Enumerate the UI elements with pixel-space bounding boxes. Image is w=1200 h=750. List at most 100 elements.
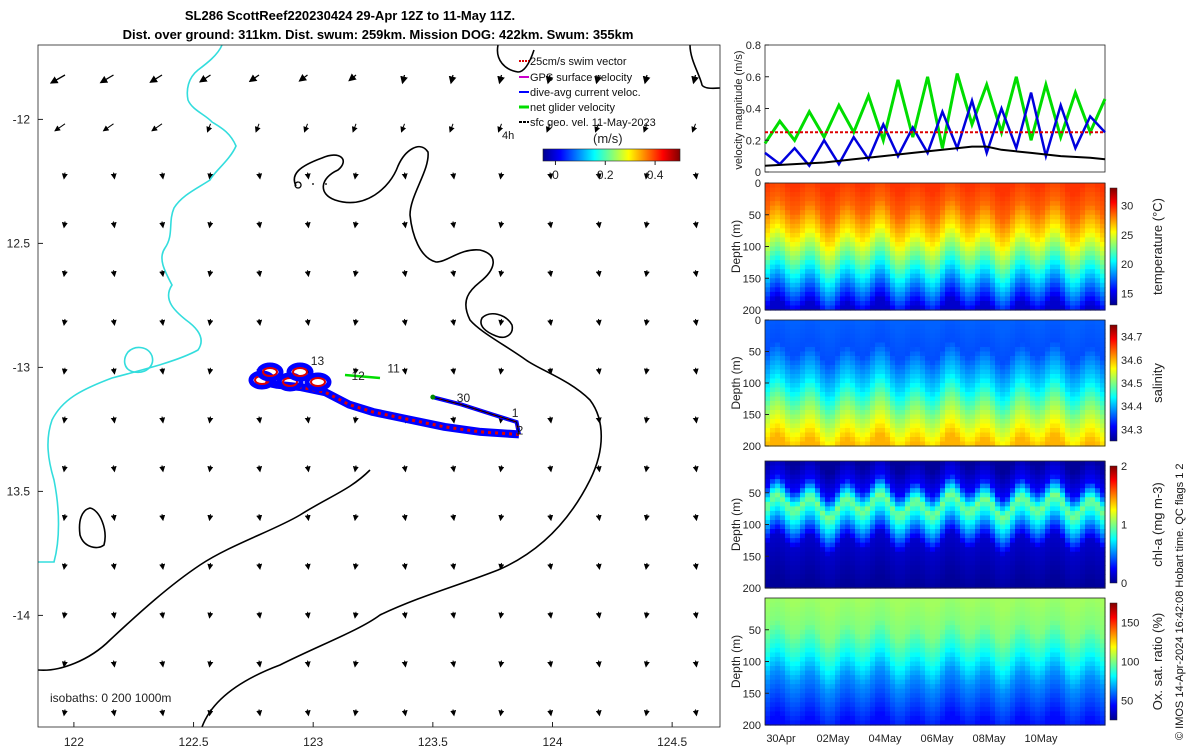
section-cell (1035, 392, 1041, 398)
section-cell (940, 255, 946, 261)
section-cell (1035, 374, 1041, 380)
section-cell (1050, 378, 1056, 384)
section-colorbar (1109, 324, 1118, 442)
section-cell (845, 196, 851, 202)
section-cell (940, 365, 946, 371)
section-cell (815, 551, 821, 557)
section-cell (790, 228, 796, 234)
section-cell (985, 347, 991, 353)
section-cell (940, 329, 946, 335)
section-cell (840, 192, 846, 198)
section-cell (900, 560, 906, 566)
section-cell (805, 246, 811, 252)
section-cell (985, 383, 991, 389)
section-cell (1070, 300, 1076, 307)
section-cell (910, 441, 916, 447)
section-cell (895, 569, 901, 575)
section-cell (990, 410, 996, 416)
section-cell (905, 492, 911, 498)
section-cell (945, 237, 951, 243)
section-cell (1025, 305, 1031, 311)
section-cell (1040, 338, 1046, 344)
section-cell (845, 300, 851, 307)
section-cell (815, 501, 821, 507)
legend-gps-label: GPS surface velocity (530, 72, 633, 84)
section-cell (995, 414, 1001, 420)
section-cell (950, 246, 956, 252)
section-cell (1090, 305, 1096, 311)
section-cell (955, 282, 961, 288)
section-cell (865, 374, 871, 380)
section-cell (795, 300, 801, 307)
section-cell (830, 237, 836, 243)
section-cell (910, 196, 916, 202)
section-cell (1035, 201, 1041, 207)
section-cell (945, 300, 951, 307)
section-cell (970, 347, 976, 353)
section-cell (925, 214, 931, 220)
section-cell (815, 269, 821, 275)
section-cell (960, 387, 966, 393)
section-cell (915, 497, 921, 503)
section-cell (900, 542, 906, 548)
velocity-arrow (692, 611, 699, 619)
section-cell (995, 396, 1001, 402)
section-cell (940, 287, 946, 293)
section-cell (865, 423, 871, 429)
section-cell (1050, 251, 1056, 257)
section-cell (840, 246, 846, 252)
section-cell (850, 410, 856, 416)
section-cell (805, 329, 811, 335)
section-cell (890, 291, 896, 297)
section-cell (1020, 333, 1026, 339)
section-cell (765, 296, 771, 302)
section-cell (840, 374, 846, 380)
section-cell (945, 378, 951, 384)
section-cell (830, 342, 836, 348)
section-cell (825, 565, 831, 571)
section-cell (855, 347, 861, 353)
section-cell (975, 187, 981, 193)
section-cell (825, 378, 831, 384)
section-cell (890, 320, 896, 326)
section-cell (950, 269, 956, 275)
section-cell (1005, 401, 1011, 407)
section-cell (810, 342, 816, 348)
section-cell (800, 529, 806, 535)
section-cell (910, 278, 916, 284)
section-cell (910, 524, 916, 530)
section-cell (895, 441, 901, 447)
section-cell (860, 569, 866, 575)
section-cell (1075, 219, 1081, 225)
section-cell (1050, 365, 1056, 371)
section-cell (1040, 228, 1046, 234)
section-cell (1045, 392, 1051, 398)
section-cell (825, 291, 831, 297)
section-cell (965, 241, 971, 248)
section-cell (795, 547, 801, 553)
section-cell (985, 342, 991, 348)
section-cell (895, 232, 901, 239)
velocity-arrow (304, 172, 311, 180)
section-cell (875, 305, 881, 311)
section-cell (805, 374, 811, 380)
section-cell (780, 551, 786, 557)
section-cell (1055, 251, 1061, 257)
section-cell (990, 347, 996, 353)
section-cell (820, 479, 826, 485)
section-cell (1080, 387, 1086, 393)
section-cell (965, 237, 971, 243)
section-cell (820, 533, 826, 539)
section-cell (1085, 305, 1091, 311)
section-cell (890, 282, 896, 288)
section-y-tick-label: 50 (749, 210, 761, 222)
section-cell (930, 214, 936, 220)
section-cell (890, 369, 896, 375)
section-cell (885, 260, 891, 266)
section-cell (980, 219, 986, 225)
section-cell (955, 405, 961, 411)
velocity-arrow (61, 465, 68, 473)
section-cell (895, 273, 901, 279)
section-cell (965, 423, 971, 429)
section-cell (845, 428, 851, 434)
